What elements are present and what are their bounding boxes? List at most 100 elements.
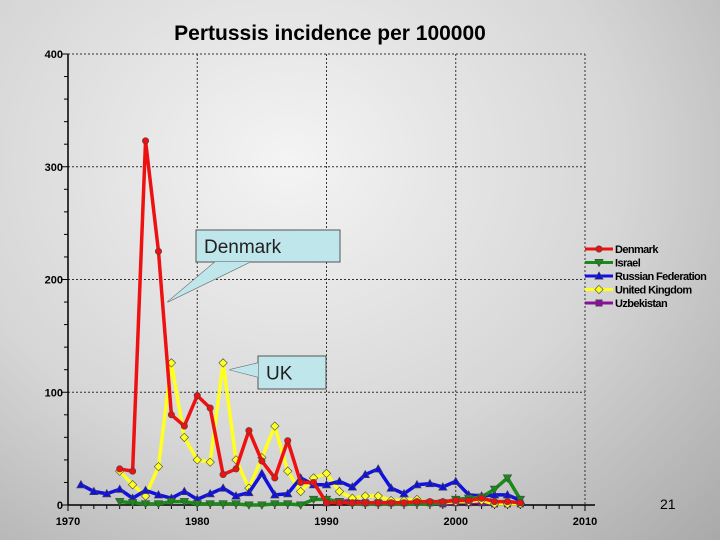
callout-denmark: Denmark xyxy=(167,229,341,303)
data-point-denmark xyxy=(348,499,356,507)
data-point-russian-federation xyxy=(89,486,99,495)
data-point-russian-federation xyxy=(114,484,125,493)
data-point-denmark xyxy=(116,465,124,473)
data-point-united-kingdom xyxy=(334,486,345,497)
data-point-russian-federation xyxy=(347,482,358,491)
data-point-russian-federation xyxy=(179,486,190,495)
y-tick-label: 0 xyxy=(57,500,63,512)
legend-marker-russian-federation xyxy=(594,271,604,280)
data-point-russian-federation xyxy=(321,479,332,489)
data-point-denmark xyxy=(142,137,150,145)
legend-label-israel: Israel xyxy=(615,258,641,270)
data-point-russian-federation xyxy=(502,490,513,499)
data-point-denmark xyxy=(219,471,227,479)
data-point-israel xyxy=(244,501,254,510)
legend-marker-united-kingdom xyxy=(594,284,604,295)
data-point-russian-federation xyxy=(438,482,448,491)
data-point-russian-federation xyxy=(425,478,435,488)
data-point-denmark xyxy=(491,498,499,506)
callout-pointer-fill xyxy=(229,363,258,377)
data-point-russian-federation xyxy=(76,479,86,489)
data-point-russian-federation xyxy=(205,488,215,498)
data-point-denmark xyxy=(387,499,395,507)
y-tick-label: 200 xyxy=(45,275,63,287)
data-point-israel xyxy=(308,495,319,505)
data-point-russian-federation xyxy=(102,488,112,498)
data-point-russian-federation xyxy=(412,479,422,489)
data-point-denmark xyxy=(154,247,162,255)
series-denmark xyxy=(116,137,524,507)
legend-label-united-kingdom: United Kingdom xyxy=(615,285,692,297)
legend-marker-denmark xyxy=(595,245,603,253)
data-point-united-kingdom xyxy=(296,486,306,497)
data-point-denmark xyxy=(167,411,175,419)
data-point-denmark xyxy=(297,478,305,486)
data-point-denmark xyxy=(284,437,292,445)
data-point-denmark xyxy=(206,404,214,412)
data-point-denmark xyxy=(322,499,330,507)
data-point-denmark xyxy=(503,498,511,506)
data-point-united-kingdom xyxy=(153,462,164,472)
data-point-israel xyxy=(192,500,202,509)
data-point-denmark xyxy=(271,474,279,482)
data-point-denmark xyxy=(413,498,421,506)
y-tick-label: 300 xyxy=(45,162,63,174)
legend-label-denmark: Denmark xyxy=(615,244,659,256)
data-point-russian-federation xyxy=(257,468,267,477)
data-point-israel xyxy=(179,498,190,507)
data-point-israel xyxy=(295,501,306,510)
data-point-united-kingdom xyxy=(192,455,202,465)
legend-marker-israel xyxy=(594,258,604,268)
data-point-israel xyxy=(153,500,164,509)
data-point-denmark xyxy=(310,478,318,486)
data-point-united-kingdom xyxy=(179,432,189,442)
data-point-denmark xyxy=(400,499,408,507)
data-point-israel xyxy=(127,499,138,508)
data-point-russian-federation xyxy=(283,488,293,498)
callout-box xyxy=(195,229,341,263)
x-tick-label: 1980 xyxy=(185,516,209,528)
legend-marker-uzbekistan xyxy=(595,299,603,307)
data-point-united-kingdom xyxy=(360,491,370,501)
data-point-denmark xyxy=(245,427,253,435)
callout-text: UK xyxy=(266,364,293,385)
data-point-denmark xyxy=(465,496,473,504)
x-tick-label: 1970 xyxy=(56,516,80,528)
data-point-israel xyxy=(218,500,228,509)
series-line-denmark xyxy=(119,139,521,505)
data-point-denmark xyxy=(439,498,447,506)
data-point-denmark xyxy=(180,422,188,430)
data-point-russian-federation xyxy=(244,487,254,497)
data-point-israel xyxy=(270,500,280,509)
data-point-denmark xyxy=(374,499,382,507)
data-point-russian-federation xyxy=(153,490,164,499)
legend-label-russian-federation: Russian Federation xyxy=(615,271,707,283)
data-point-russian-federation xyxy=(140,485,151,494)
x-tick-label: 2000 xyxy=(444,516,468,528)
legend-label-uzbekistan: Uzbekistan xyxy=(615,298,668,310)
data-point-united-kingdom xyxy=(373,491,383,501)
data-point-israel xyxy=(489,485,500,495)
data-point-denmark xyxy=(516,499,524,507)
data-point-united-kingdom xyxy=(205,457,215,467)
chart-title: Pertussis incidence per 100000 xyxy=(174,22,486,45)
data-point-russian-federation xyxy=(218,483,228,492)
data-point-russian-federation xyxy=(270,490,280,499)
data-point-denmark xyxy=(478,494,486,502)
callout-text: Denmark xyxy=(204,237,282,258)
data-point-denmark xyxy=(335,499,343,507)
data-point-denmark xyxy=(258,457,266,465)
data-point-united-kingdom xyxy=(140,491,151,501)
data-point-israel xyxy=(114,498,125,507)
data-point-russian-federation xyxy=(334,476,345,485)
data-point-israel xyxy=(283,500,293,509)
data-point-denmark xyxy=(129,467,137,475)
data-point-israel xyxy=(257,501,267,510)
data-point-russian-federation xyxy=(451,476,461,485)
data-point-denmark xyxy=(232,465,240,473)
data-point-russian-federation xyxy=(489,490,500,499)
data-point-russian-federation xyxy=(373,464,383,473)
data-point-united-kingdom xyxy=(270,421,280,431)
